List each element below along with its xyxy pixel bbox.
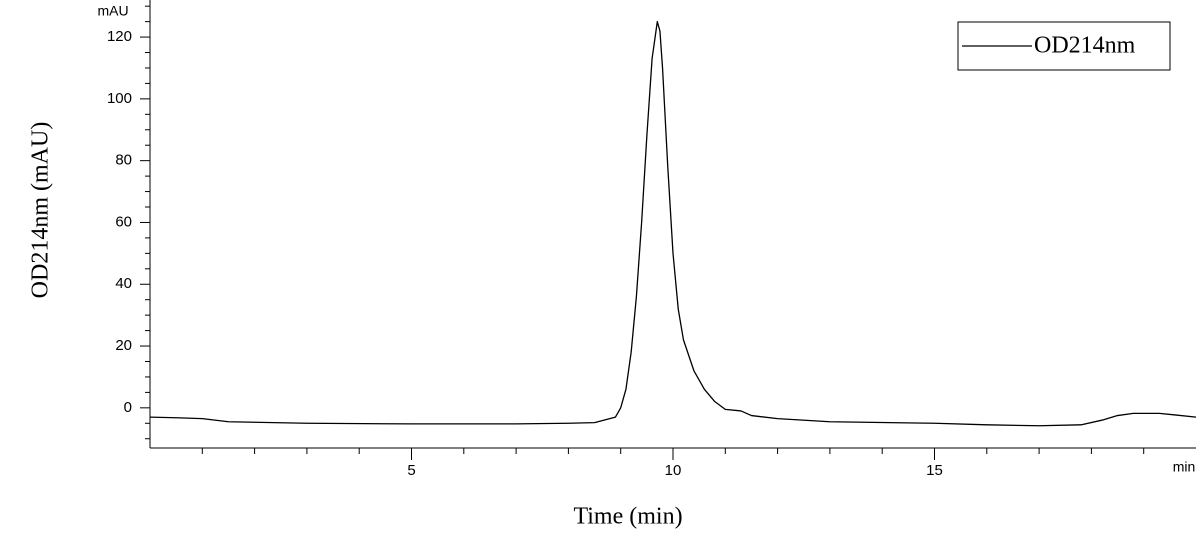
y-tick-label: 20: [115, 337, 132, 354]
y-tick-label: 40: [115, 275, 132, 292]
x-axis-title: Time (min): [573, 504, 682, 530]
y-unit: mAU: [97, 3, 128, 19]
x-tick-label: 5: [407, 462, 415, 479]
x-unit: min: [1173, 459, 1196, 475]
x-tick-label: 10: [665, 462, 682, 479]
y-tick-label: 60: [115, 213, 132, 230]
x-tick-label: 15: [926, 462, 943, 479]
y-axis-title: OD214nm (mAU): [28, 122, 54, 299]
legend-label: OD214nm: [1034, 33, 1136, 59]
y-tick-label: 100: [107, 90, 132, 107]
y-tick-label: 120: [107, 28, 132, 45]
line-series: [149, 20, 1197, 427]
y-tick-label: 0: [124, 399, 132, 416]
y-tick-label: 80: [115, 152, 132, 169]
